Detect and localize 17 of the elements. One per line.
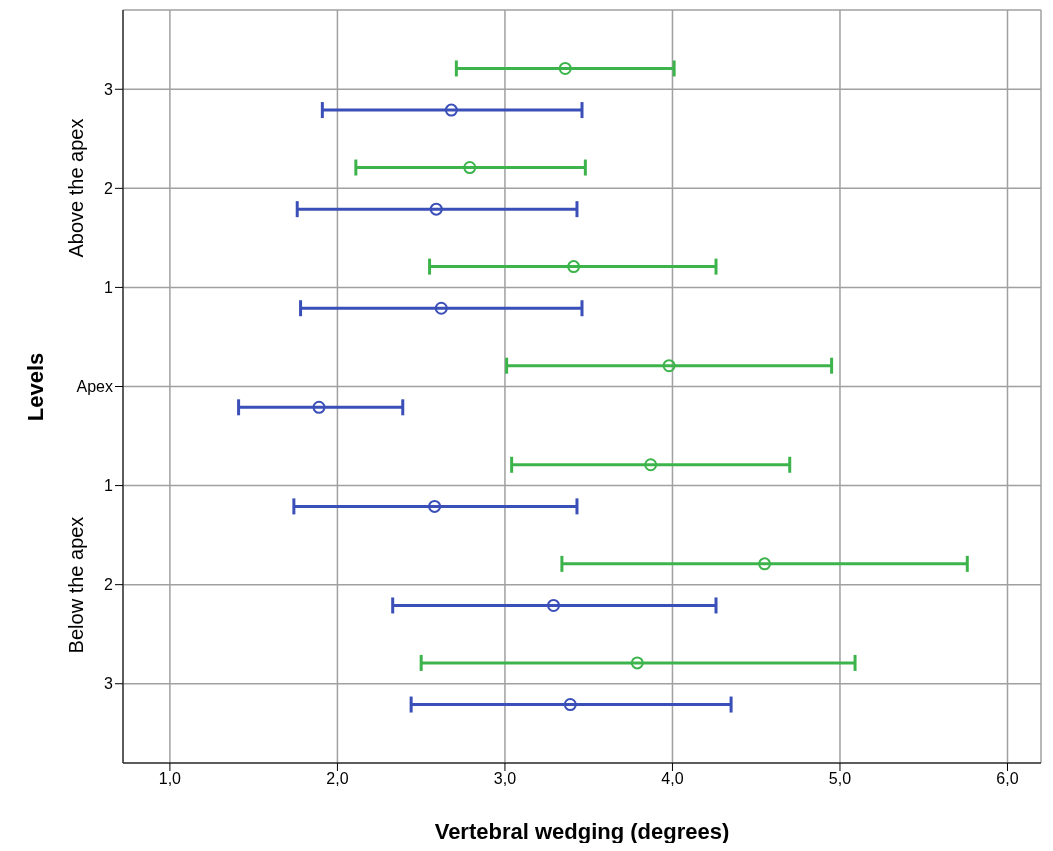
y-tick-label: 3	[104, 675, 114, 693]
x-tick-label: 5,0	[828, 770, 852, 788]
text: Below the apex	[64, 516, 88, 654]
x-tick-label: 6,0	[996, 770, 1019, 788]
x-tick-label: 2,0	[326, 770, 349, 788]
y-tick-label: 2	[104, 576, 114, 594]
y-axis-title: Levels	[23, 352, 49, 421]
x-tick-label: 4,0	[661, 770, 684, 788]
x-tick-label: 3,0	[493, 770, 517, 788]
x-tick-label: 1,0	[158, 770, 182, 788]
text: Above the apex	[64, 118, 88, 258]
y-tick-label: Apex	[76, 378, 113, 396]
y-tick-label: 1	[104, 477, 114, 495]
y-tick-label: 2	[104, 180, 114, 198]
y-tick-label: 1	[104, 279, 114, 297]
x-axis-title: Vertebral wedging (degrees)	[434, 819, 730, 844]
y-tick-label: 3	[104, 80, 114, 98]
